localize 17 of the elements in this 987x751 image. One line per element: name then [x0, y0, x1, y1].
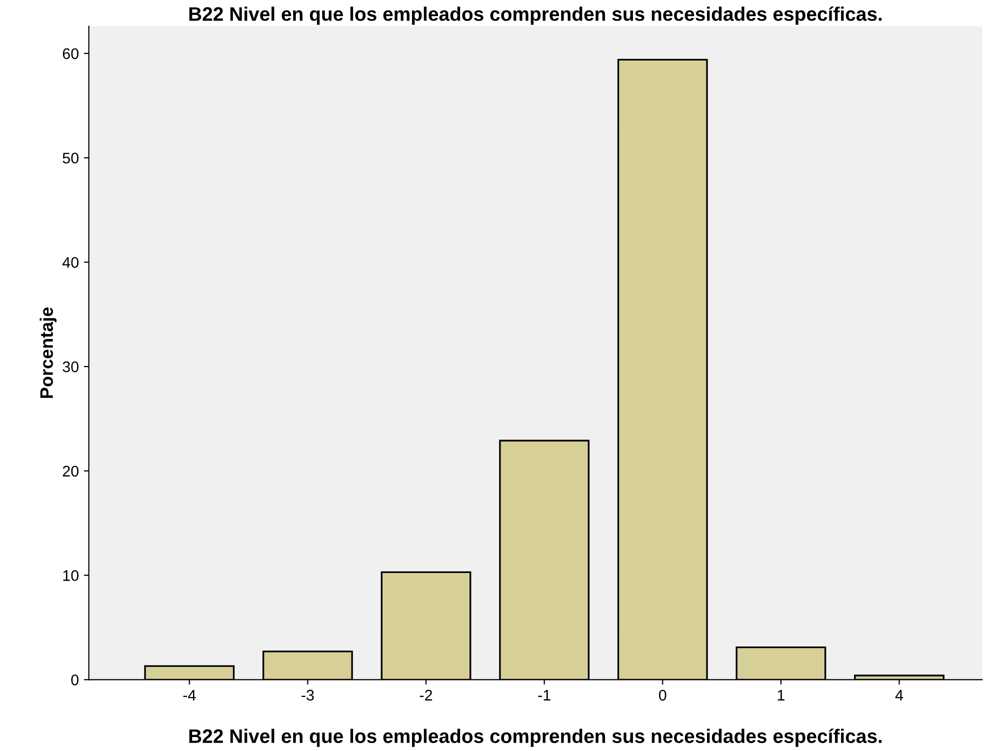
y-tick-label: 20	[62, 466, 79, 477]
x-tick-label: 4	[895, 690, 904, 700]
x-tick-label: 1	[778, 690, 784, 700]
x-tick-label: -4	[183, 690, 196, 700]
x-tick-label: -2	[420, 690, 432, 700]
y-tick-label: 50	[62, 152, 79, 164]
y-tick-label: 40	[62, 257, 79, 268]
y-tick-label: 60	[62, 48, 79, 60]
x-tick-label: 0	[658, 690, 666, 701]
x-tick-label: -1	[538, 690, 550, 700]
chart-title: B22 Nivel en que los empleados comprenden sus necesidades específicas.	[189, 6, 882, 25]
x-tick-label: -3	[302, 690, 314, 701]
y-tick-label: 0	[71, 674, 79, 686]
y-axis-title: Porcentaje	[40, 307, 57, 398]
y-tick-label: 30	[62, 361, 79, 372]
x-axis-title: B22 Nivel en que los empleados comprenden sus necesidades específicas.	[189, 728, 882, 747]
y-tick-label: 10	[63, 570, 79, 581]
